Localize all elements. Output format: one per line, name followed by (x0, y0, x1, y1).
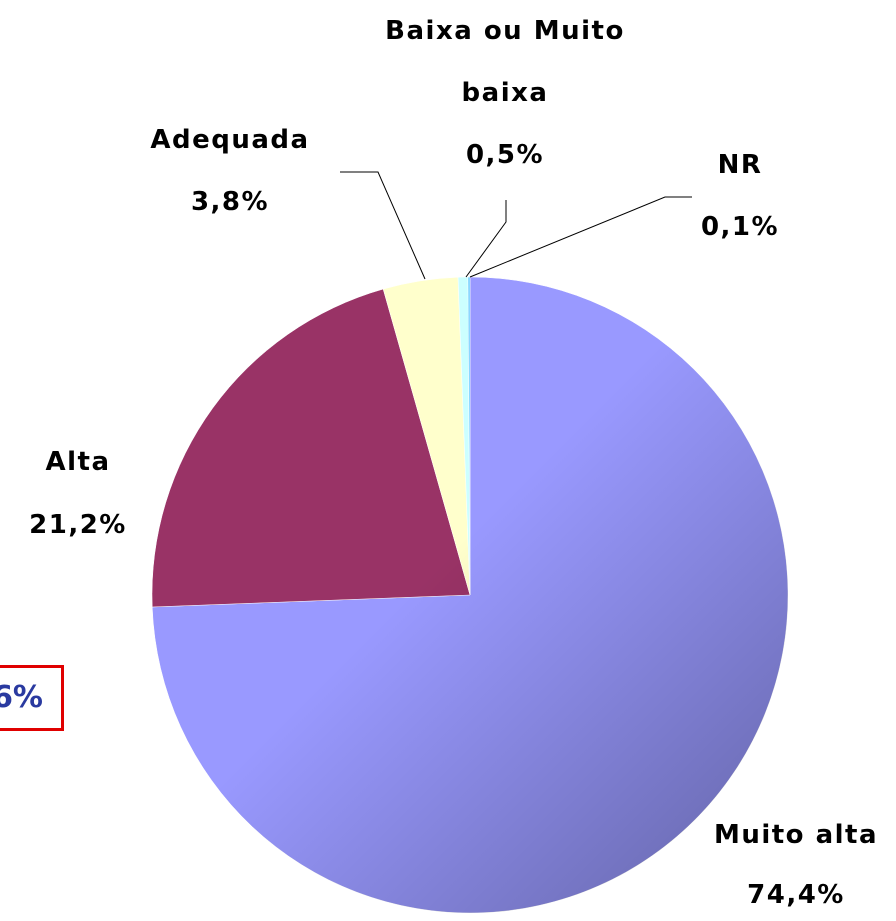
value-label: 74,4% (747, 880, 845, 910)
slice-label: NR (717, 150, 763, 180)
leader-line (469, 196, 692, 278)
annotation: 6% (0, 680, 43, 715)
slice-label: Muito alta (713, 820, 879, 850)
value-label: 21,2% (29, 510, 127, 540)
leader-line (340, 171, 426, 280)
value-label: 3,8% (190, 187, 270, 217)
annotation-box: 6% (0, 665, 64, 731)
slice-label: Adequada (150, 125, 310, 155)
leader-line (465, 200, 507, 278)
slice-label: Alta (45, 447, 111, 477)
slice-label: Baixa ou Muito baixa (385, 16, 625, 108)
value-label: 0,1% (700, 212, 780, 242)
value-label: 0,5% (465, 140, 545, 170)
